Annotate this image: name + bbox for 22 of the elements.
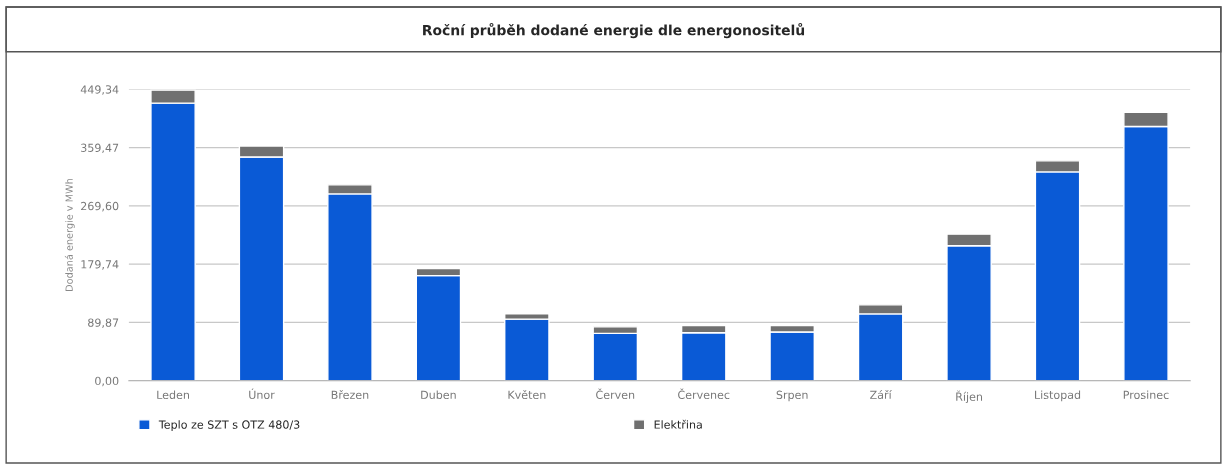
y-tick-label: 179,74 xyxy=(81,260,119,270)
legend-label: Teplo ze SZT s OTZ 480/3 xyxy=(158,420,300,431)
x-tick-label: Listopad xyxy=(1035,390,1081,402)
y-axis-title: Dodaná energie v MWh xyxy=(64,178,75,291)
x-tick-label: Srpen xyxy=(776,390,808,402)
y-tick-label: 269,60 xyxy=(81,201,119,212)
chart-title: Roční průběh dodané energie dle energonositelů xyxy=(423,22,805,39)
y-tick-label: 89,87 xyxy=(88,318,119,328)
x-tick-label: Únor xyxy=(249,388,275,400)
x-tick-label: Březen xyxy=(331,389,369,400)
x-tick-label: Červen xyxy=(596,388,635,400)
x-tick-label: Duben xyxy=(421,390,456,400)
x-tick-label: Květen xyxy=(508,389,546,400)
x-tick-label: Červenec xyxy=(678,388,730,400)
legend-label: Elektřina xyxy=(654,419,702,429)
y-tick-label: 449,34 xyxy=(80,85,119,95)
x-tick-label: Leden xyxy=(157,390,189,400)
x-tick-label: Září xyxy=(870,389,892,400)
x-tick-label: Říjen xyxy=(956,390,983,404)
x-tick-label: Prosinec xyxy=(1123,390,1169,400)
y-tick-label: 359,47 xyxy=(81,143,119,154)
y-tick-label: 0,00 xyxy=(95,376,119,387)
